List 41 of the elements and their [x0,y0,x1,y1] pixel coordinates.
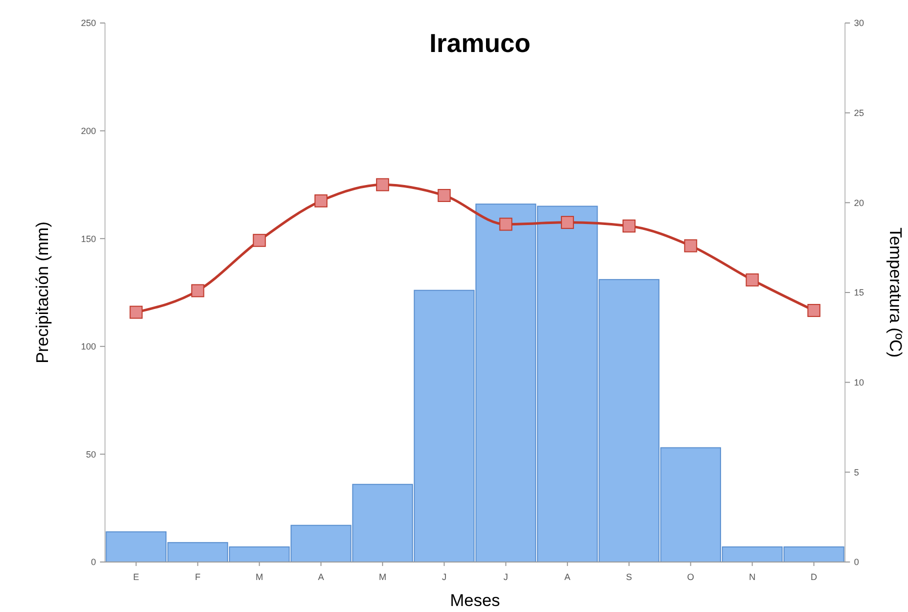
y2-tick-label: 5 [854,467,860,478]
x-axis-title: Meses [450,591,500,610]
y2-axis-title: Temperatura (ºC) [886,228,905,358]
x-tick-label: S [626,572,632,582]
x-tick-label: M [378,572,386,582]
point [252,234,266,247]
point [438,188,451,202]
x-tick-label: O [687,572,694,582]
x-tick-label: E [133,572,140,582]
x-tick-label: N [749,572,756,582]
point [191,284,204,298]
point [376,178,390,192]
y2-tick-label: 0 [854,557,860,568]
point [130,306,143,319]
point [314,194,328,208]
point [622,220,636,233]
y2-tick-label: 15 [854,288,864,298]
chart-title: Iramuco [429,28,531,58]
x-tick-label: D [810,572,818,582]
y2-tick-label: 30 [854,18,864,28]
x-tick-label: A [564,572,570,582]
x-tick-label: J [504,572,508,582]
point [684,239,698,252]
point [560,216,574,229]
y-tick-label: 50 [86,449,96,460]
y-tick-label: 150 [80,234,96,244]
y-axis-title: Precipitación (mm) [33,222,52,364]
y2-tick-label: 25 [854,108,864,118]
point [807,304,820,317]
point [499,218,512,231]
x-tick-label: A [318,572,324,582]
y-tick-label: 250 [80,18,96,28]
y-tick-label: 0 [90,557,96,568]
y2-tick-label: 10 [854,377,864,388]
x-tick-label: J [442,572,446,582]
y2-tick-label: 20 [854,198,864,208]
y-tick-label: 200 [80,126,96,136]
x-tick-label: M [256,572,264,582]
y-tick-label: 100 [80,342,96,352]
point [746,273,759,286]
x-tick-label: F [194,572,201,582]
